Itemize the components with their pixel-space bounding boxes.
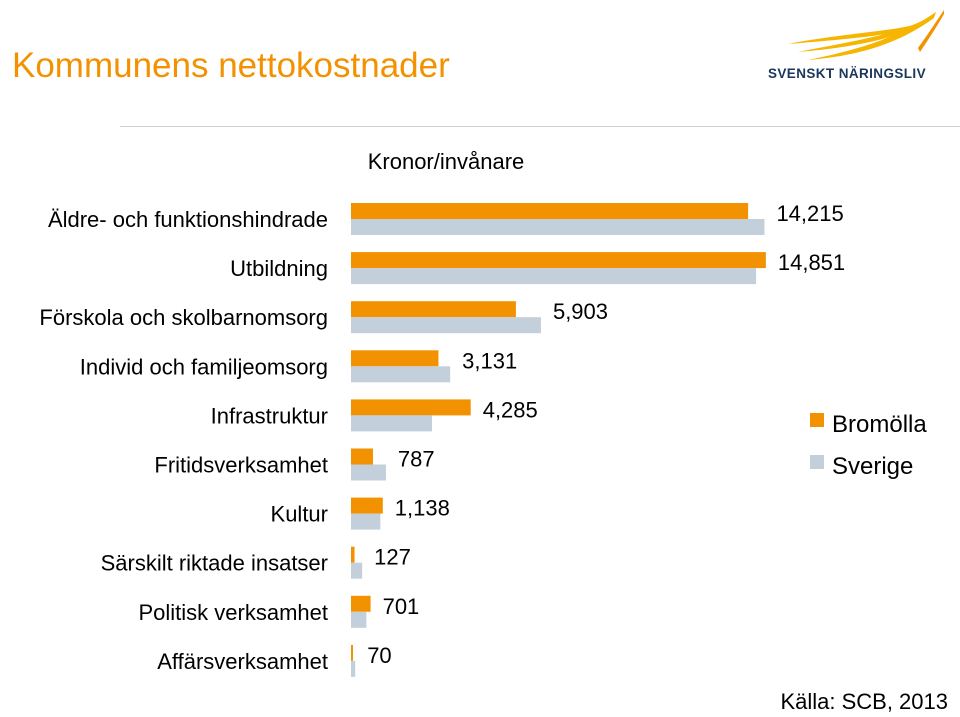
- legend-label-sverige: Sverige: [832, 453, 913, 480]
- legend-swatch-sverige: [810, 455, 824, 469]
- page-title: Kommunens nettokostnader: [12, 46, 450, 85]
- bar-sverige: [351, 268, 757, 285]
- value-label: 1,138: [395, 496, 450, 521]
- category-label: Individ och familjeomsorg: [80, 354, 328, 379]
- logo-text: SVENSKT NÄRINGSLIV: [768, 66, 926, 81]
- category-label: Förskola och skolbarnomsorg: [39, 305, 328, 330]
- bar-sverige: [351, 464, 386, 481]
- svenskt-naringsliv-logo: [788, 10, 944, 60]
- bar-sverige: [351, 317, 541, 334]
- bar-bromolla: [351, 448, 373, 465]
- category-label: Fritidsverksamhet: [154, 453, 328, 478]
- bar-bromolla: [351, 203, 749, 219]
- value-label: 701: [383, 594, 420, 619]
- value-label: 5,903: [553, 299, 608, 324]
- value-label: 4,285: [483, 397, 538, 422]
- legend-label-bromolla: Bromölla: [832, 411, 927, 438]
- unit-label: Kronor/invånare: [368, 149, 525, 174]
- source-note: Källa: SCB, 2013: [780, 689, 948, 714]
- bar-bromolla: [351, 595, 371, 612]
- value-label: 14,851: [778, 250, 845, 275]
- value-label: 14,215: [776, 201, 843, 226]
- bar-sverige: [351, 513, 381, 530]
- bar-bromolla: [351, 497, 383, 514]
- category-label: Äldre- och funktionshindrade: [48, 207, 328, 232]
- bar-bromolla: [351, 644, 353, 661]
- category-label: Affärsverksamhet: [157, 649, 328, 674]
- category-label: Kultur: [271, 502, 328, 527]
- value-label: 3,131: [462, 348, 517, 373]
- category-label: Politisk verksamhet: [138, 600, 328, 625]
- bar-sverige: [351, 366, 451, 383]
- category-label: Utbildning: [230, 256, 328, 281]
- value-label: 127: [374, 545, 411, 570]
- bar-sverige: [351, 611, 367, 628]
- category-label: Infrastruktur: [211, 403, 328, 428]
- value-label: 70: [367, 643, 391, 668]
- bar-sverige: [351, 415, 433, 432]
- bar-bromolla: [351, 252, 766, 269]
- bar-bromolla: [351, 546, 355, 563]
- bar-bromolla: [351, 399, 471, 416]
- bar-sverige: [351, 219, 765, 235]
- bar-bromolla: [351, 350, 439, 367]
- category-label: Särskilt riktade insatser: [101, 551, 328, 576]
- legend-swatch-bromolla: [810, 413, 824, 427]
- bar-sverige: [351, 660, 356, 677]
- logo-swoosh-icon: [788, 10, 944, 60]
- bar-bromolla: [351, 301, 516, 318]
- bar-sverige: [351, 562, 363, 579]
- header-divider: [120, 126, 960, 127]
- value-label: 787: [398, 447, 435, 472]
